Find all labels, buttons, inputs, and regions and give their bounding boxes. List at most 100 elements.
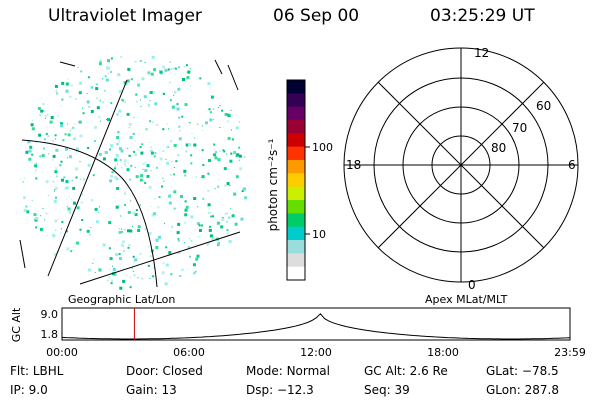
glat-field: GLat: −78.5 (486, 364, 559, 378)
speckle (134, 213, 138, 216)
speckle (190, 85, 192, 87)
speckle (67, 207, 71, 211)
speckle (164, 68, 168, 72)
speckle (169, 61, 171, 63)
speckle (96, 97, 99, 100)
speckle (65, 180, 69, 183)
speckle (244, 196, 248, 200)
speckle (183, 66, 185, 68)
speckle (107, 118, 110, 121)
speckle (135, 175, 139, 179)
speckle (71, 180, 73, 182)
mlt-label-0: 0 (468, 278, 476, 292)
speckle (117, 163, 118, 165)
speckle (185, 205, 189, 209)
speckle (173, 90, 177, 94)
speckle (194, 243, 196, 245)
speckle (167, 252, 171, 256)
speckle (153, 155, 156, 158)
speckle (213, 153, 217, 157)
speckle (133, 150, 136, 153)
speckle (164, 282, 168, 286)
speckle (39, 227, 43, 231)
limb-tick-4 (59, 61, 76, 67)
speckle (162, 177, 164, 179)
speckle (35, 177, 38, 180)
speckle (43, 138, 46, 141)
speckle (45, 117, 46, 119)
speckle (185, 72, 187, 74)
speckle (123, 163, 126, 165)
speckle (161, 92, 164, 95)
speckle (99, 60, 102, 63)
speckle (118, 253, 121, 255)
speckle (151, 213, 155, 217)
speckle (201, 129, 203, 131)
speckle (55, 90, 57, 92)
speckle (181, 268, 184, 271)
speckle (185, 64, 188, 67)
speckle (61, 221, 64, 223)
speckle (120, 115, 122, 117)
speckle (209, 234, 213, 238)
speckle (65, 89, 69, 93)
speckle (188, 122, 190, 124)
speckle (125, 275, 127, 277)
speckle (82, 194, 84, 196)
speckle (228, 240, 232, 243)
speckle (26, 210, 30, 214)
instrument-title: Ultraviolet Imager (48, 6, 202, 26)
speckle (118, 140, 121, 143)
speckle (169, 99, 172, 102)
speckle (144, 228, 147, 231)
speckle (40, 215, 42, 217)
speckle (96, 220, 99, 224)
colorbar-cell (287, 240, 305, 254)
speckle (54, 84, 58, 88)
speckle (52, 159, 54, 161)
speckle (168, 251, 172, 255)
speckle (31, 127, 35, 131)
speckle (42, 103, 45, 105)
speckle (45, 212, 48, 215)
speckle (45, 132, 48, 135)
speckle (177, 239, 180, 242)
speckle (180, 195, 183, 198)
colorbar-cell (287, 173, 305, 188)
speckle (98, 116, 101, 119)
speckle (224, 184, 227, 187)
speckle (112, 268, 116, 271)
speckle (221, 217, 224, 219)
speckle (226, 229, 229, 232)
speckle (156, 124, 158, 126)
speckle (119, 147, 122, 151)
speckle (109, 179, 113, 183)
speckle (137, 83, 141, 87)
speckle (201, 125, 203, 127)
speckle (94, 207, 98, 211)
speckle (162, 65, 166, 69)
longitude-line-2 (79, 231, 241, 285)
speckle (135, 93, 138, 96)
speckle (78, 91, 82, 95)
speckle (174, 73, 176, 75)
speckle (219, 150, 221, 152)
speckle (60, 160, 63, 163)
speckle (65, 82, 69, 86)
speckle (42, 208, 44, 210)
speckle (66, 157, 68, 159)
speckle (165, 263, 169, 267)
speckle (210, 95, 214, 99)
speckle (37, 107, 41, 110)
speckle (114, 165, 117, 168)
speckle (128, 244, 131, 247)
speckle (113, 167, 116, 170)
speckle (144, 169, 148, 173)
colorbar-cells (287, 80, 305, 281)
speckle (102, 78, 103, 80)
speckle (166, 123, 168, 125)
speckle (178, 137, 182, 141)
speckle (229, 159, 233, 163)
speckle (82, 107, 83, 109)
speckle (102, 243, 106, 247)
